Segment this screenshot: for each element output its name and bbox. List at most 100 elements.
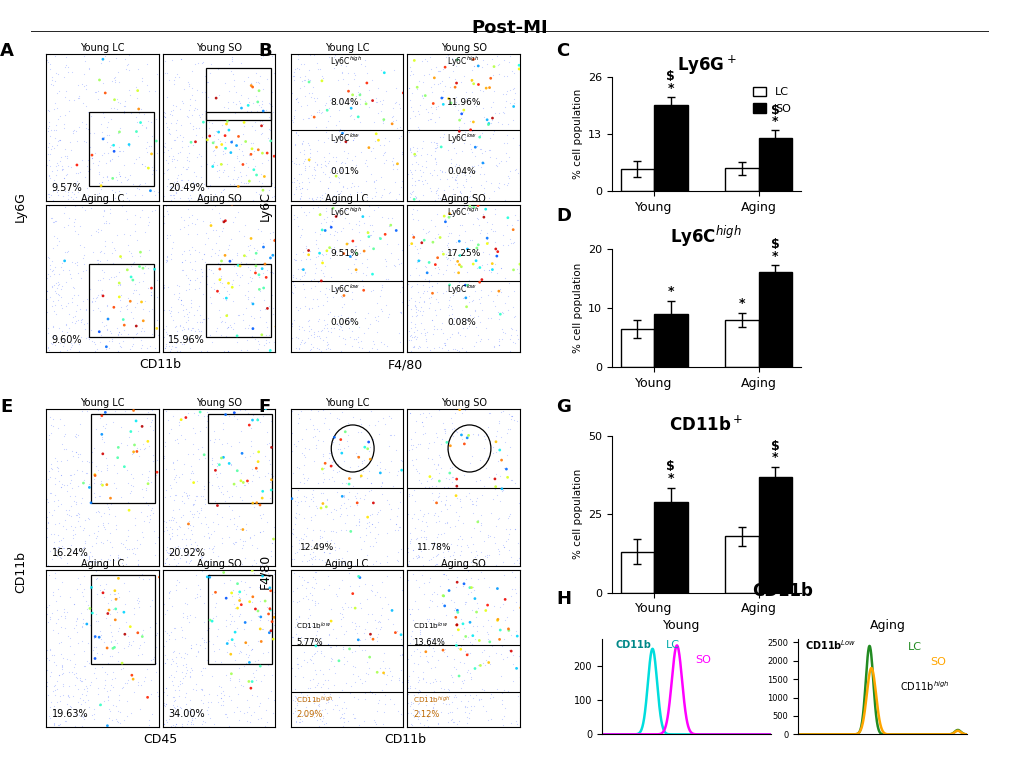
Point xyxy=(205,718,221,731)
Point xyxy=(178,648,195,660)
Point xyxy=(94,316,110,328)
Point xyxy=(313,107,329,119)
Point xyxy=(395,65,412,77)
Point xyxy=(219,711,235,723)
Point xyxy=(47,477,63,490)
Point xyxy=(422,297,438,309)
Title: Aging SO: Aging SO xyxy=(197,559,242,569)
Point xyxy=(440,294,457,306)
Point xyxy=(232,57,249,69)
Point xyxy=(158,47,174,60)
Point xyxy=(497,146,514,158)
Point xyxy=(65,690,82,702)
Point xyxy=(61,666,77,678)
Point xyxy=(68,613,85,625)
Point xyxy=(376,668,392,680)
Point xyxy=(159,204,175,216)
Point xyxy=(45,710,61,722)
Text: CD11b$^{low}$: CD11b$^{low}$ xyxy=(297,620,331,632)
Point xyxy=(372,336,388,348)
Point xyxy=(267,249,283,261)
Point xyxy=(151,183,167,195)
Point xyxy=(435,194,451,206)
Point xyxy=(434,317,450,330)
Point xyxy=(328,640,344,652)
Point xyxy=(239,407,256,419)
Point xyxy=(121,84,138,96)
Point xyxy=(458,596,474,608)
Point xyxy=(184,449,201,461)
Point xyxy=(79,189,96,201)
Point xyxy=(141,714,157,726)
Point xyxy=(297,70,313,82)
Point xyxy=(197,256,213,268)
Point xyxy=(236,220,253,232)
Point xyxy=(297,266,313,278)
Point xyxy=(74,252,91,264)
Point xyxy=(50,529,66,541)
Point xyxy=(369,296,385,308)
Point xyxy=(50,464,66,477)
Point xyxy=(356,454,372,466)
Point xyxy=(176,670,193,682)
Point xyxy=(138,122,154,135)
Point xyxy=(471,131,487,143)
Point xyxy=(480,529,496,542)
Point xyxy=(436,481,452,493)
Point xyxy=(237,648,254,660)
Point xyxy=(459,717,475,729)
Point xyxy=(267,674,283,686)
Point xyxy=(428,540,444,552)
Point xyxy=(375,138,391,151)
Point xyxy=(387,259,404,272)
Point xyxy=(320,182,336,194)
Point xyxy=(490,339,506,351)
Point xyxy=(503,409,520,422)
Point xyxy=(405,198,421,210)
Point xyxy=(497,88,514,100)
Point xyxy=(262,291,278,304)
Point xyxy=(224,198,240,210)
Point xyxy=(49,696,65,708)
Point xyxy=(53,151,69,163)
Point xyxy=(417,564,433,576)
Point xyxy=(125,673,142,685)
Point xyxy=(493,454,510,466)
Point xyxy=(388,554,405,566)
Point xyxy=(437,285,453,298)
Point xyxy=(61,564,77,576)
Point xyxy=(204,335,220,347)
Point xyxy=(493,405,510,418)
Point xyxy=(395,450,412,462)
Point xyxy=(68,446,85,458)
Text: 0.04%: 0.04% xyxy=(446,168,475,176)
Point xyxy=(425,645,441,657)
Point xyxy=(476,572,492,584)
Point xyxy=(69,428,86,441)
Point xyxy=(305,656,321,669)
Point xyxy=(263,403,279,415)
Point xyxy=(173,631,190,643)
Point xyxy=(205,546,221,558)
Point xyxy=(267,412,283,425)
Point xyxy=(221,180,237,192)
Point xyxy=(220,720,236,732)
Point xyxy=(138,142,154,155)
Point xyxy=(462,493,478,505)
Point xyxy=(404,47,420,60)
Point xyxy=(328,466,344,478)
Point xyxy=(500,528,517,540)
Point xyxy=(97,666,113,679)
Point xyxy=(439,57,455,69)
Point xyxy=(182,342,199,354)
Point xyxy=(213,158,229,171)
Point xyxy=(132,116,149,129)
Point xyxy=(301,154,317,166)
Point xyxy=(110,329,126,341)
Point xyxy=(180,104,197,116)
Point xyxy=(267,478,283,490)
Point xyxy=(347,620,364,633)
Point xyxy=(226,706,243,718)
Point xyxy=(468,606,484,618)
Point xyxy=(404,47,420,60)
